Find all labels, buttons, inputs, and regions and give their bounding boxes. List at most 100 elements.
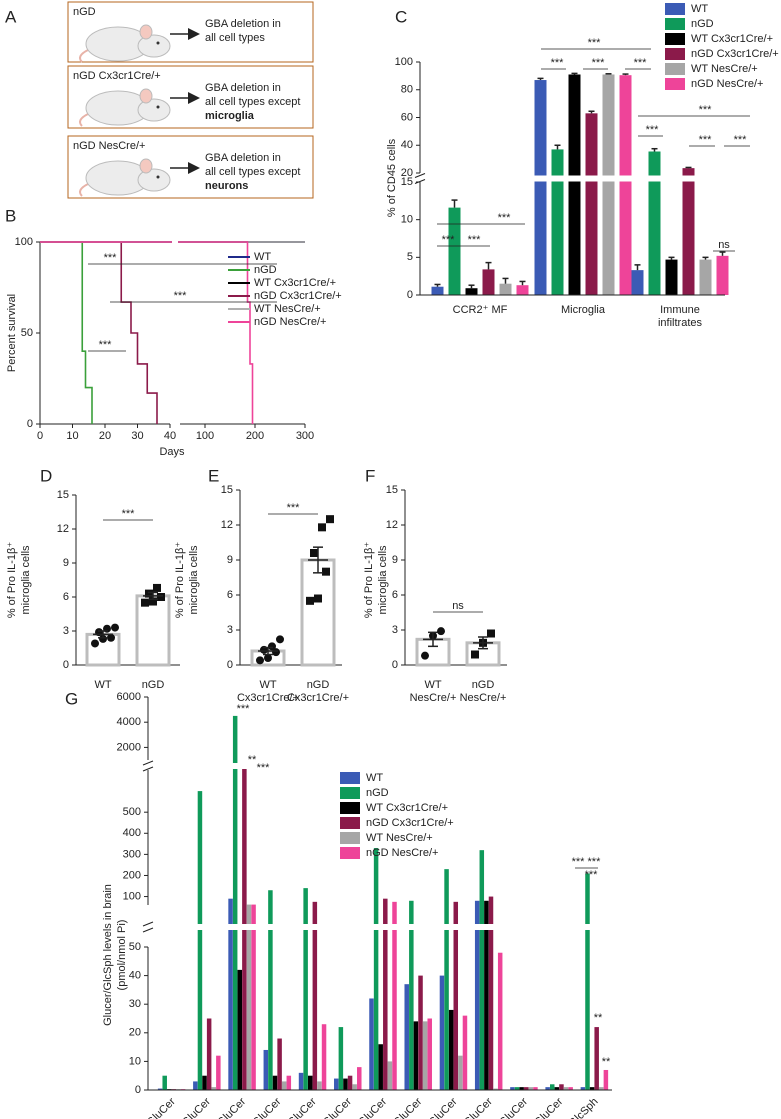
y-tick-label: 4000 xyxy=(117,716,141,728)
mouse-ear xyxy=(139,24,153,40)
x-tick-label: 100 xyxy=(196,430,214,442)
data-point xyxy=(153,583,161,592)
legend-label: WT NesCre/+ xyxy=(366,832,433,844)
mouse-eye xyxy=(156,41,160,45)
y-axis-label: Glucer/GlcSph levels in brain xyxy=(102,884,114,1026)
x-tick-label: 20 xyxy=(99,430,111,442)
bar xyxy=(251,904,256,1090)
data-point xyxy=(272,648,280,657)
legend-label: WT Cx3cr1Cre/+ xyxy=(254,277,336,289)
bar xyxy=(378,1044,383,1090)
data-point xyxy=(437,627,445,636)
bar xyxy=(563,1087,569,1090)
bar xyxy=(317,1081,322,1090)
bar xyxy=(585,113,598,296)
x-tick-label: WT xyxy=(259,679,276,691)
significance: *** xyxy=(498,212,512,224)
data-point xyxy=(141,598,149,607)
data-point xyxy=(326,515,334,524)
box-text: all cell types except xyxy=(205,166,300,178)
box-text: microglia xyxy=(205,110,255,122)
bar xyxy=(603,1069,609,1090)
survival-curve xyxy=(40,241,93,424)
mouse-eye xyxy=(156,175,160,179)
bar xyxy=(197,791,203,1090)
bar xyxy=(599,1087,604,1090)
y-tick-label: 12 xyxy=(221,519,233,531)
legend-label: nGD Cx3cr1Cre/+ xyxy=(691,48,779,60)
bar xyxy=(516,285,529,295)
data-point xyxy=(111,623,119,632)
bar xyxy=(716,255,729,295)
legend-swatch xyxy=(665,78,685,90)
significance: *** xyxy=(468,234,482,246)
bar xyxy=(300,558,336,667)
bar xyxy=(392,901,397,1090)
bar xyxy=(519,1087,524,1090)
y-tick-label: 500 xyxy=(123,806,141,818)
bar xyxy=(453,901,459,1090)
legend-label: nGD NesCre/+ xyxy=(254,316,326,328)
y-tick-label: 40 xyxy=(401,139,413,151)
y-tick-label: 50 xyxy=(21,327,33,339)
data-point xyxy=(268,642,276,651)
box-title: nGD Cx3cr1Cre/+ xyxy=(73,70,161,82)
bar xyxy=(347,1075,353,1090)
legend-label: nGD NesCre/+ xyxy=(691,78,763,90)
y-tick-label: 40 xyxy=(129,970,141,982)
y-tick-label: 100 xyxy=(395,56,413,68)
y-tick-label: 3 xyxy=(63,625,69,637)
significance: *** xyxy=(99,339,113,351)
bar xyxy=(193,1081,198,1090)
y-axis-label: Percent survival xyxy=(6,294,18,372)
legend-label: WT NesCre/+ xyxy=(254,303,321,315)
significance: *** xyxy=(551,57,565,69)
y-tick-label: 6 xyxy=(392,589,398,601)
mouse-tail xyxy=(79,113,89,127)
bar xyxy=(523,1087,529,1090)
y-tick-label: 12 xyxy=(57,523,69,535)
mouse-icon xyxy=(79,158,171,197)
y-tick-label: 15 xyxy=(401,176,413,188)
bar xyxy=(499,283,512,295)
x-axis-label: Days xyxy=(159,446,185,458)
panel-label: D xyxy=(40,466,52,485)
y-axis-label: microglia cells xyxy=(188,545,200,615)
bar xyxy=(458,1055,463,1090)
bar xyxy=(534,80,547,295)
box-text: neurons xyxy=(205,180,248,192)
axis-break xyxy=(146,763,614,769)
y-tick-label: 9 xyxy=(227,554,233,566)
y-tick-label: 0 xyxy=(392,659,398,671)
bar xyxy=(568,1087,573,1090)
data-point xyxy=(91,639,99,648)
significance: *** xyxy=(237,703,251,715)
bar xyxy=(585,873,590,1090)
significance: *** xyxy=(734,134,748,146)
bar xyxy=(352,1084,357,1090)
bar xyxy=(619,75,632,296)
bar xyxy=(528,1087,534,1090)
legend-label: WT Cx3cr1Cre/+ xyxy=(691,33,773,45)
mouse-icon xyxy=(79,88,171,127)
x-tick-label: Immune xyxy=(660,304,700,316)
break-mark xyxy=(142,766,154,772)
bar xyxy=(277,1038,282,1090)
y-tick-label: 3 xyxy=(392,624,398,636)
mouse-head xyxy=(137,34,171,58)
data-point xyxy=(314,594,322,603)
significance: *** xyxy=(699,134,713,146)
significance: *** xyxy=(104,252,118,264)
bar xyxy=(369,998,374,1090)
legend-swatch xyxy=(340,772,360,784)
y-axis-label: microglia cells xyxy=(20,545,32,615)
bar xyxy=(514,1087,520,1090)
bar xyxy=(228,898,233,1090)
y-tick-label: 5 xyxy=(407,251,413,263)
significance: *** xyxy=(588,37,602,49)
significance: *** xyxy=(174,290,188,302)
mouse-eye xyxy=(156,105,160,109)
x-tick-label: Cx3cr1Cre/+ xyxy=(287,692,349,704)
significance: *** xyxy=(442,234,456,246)
